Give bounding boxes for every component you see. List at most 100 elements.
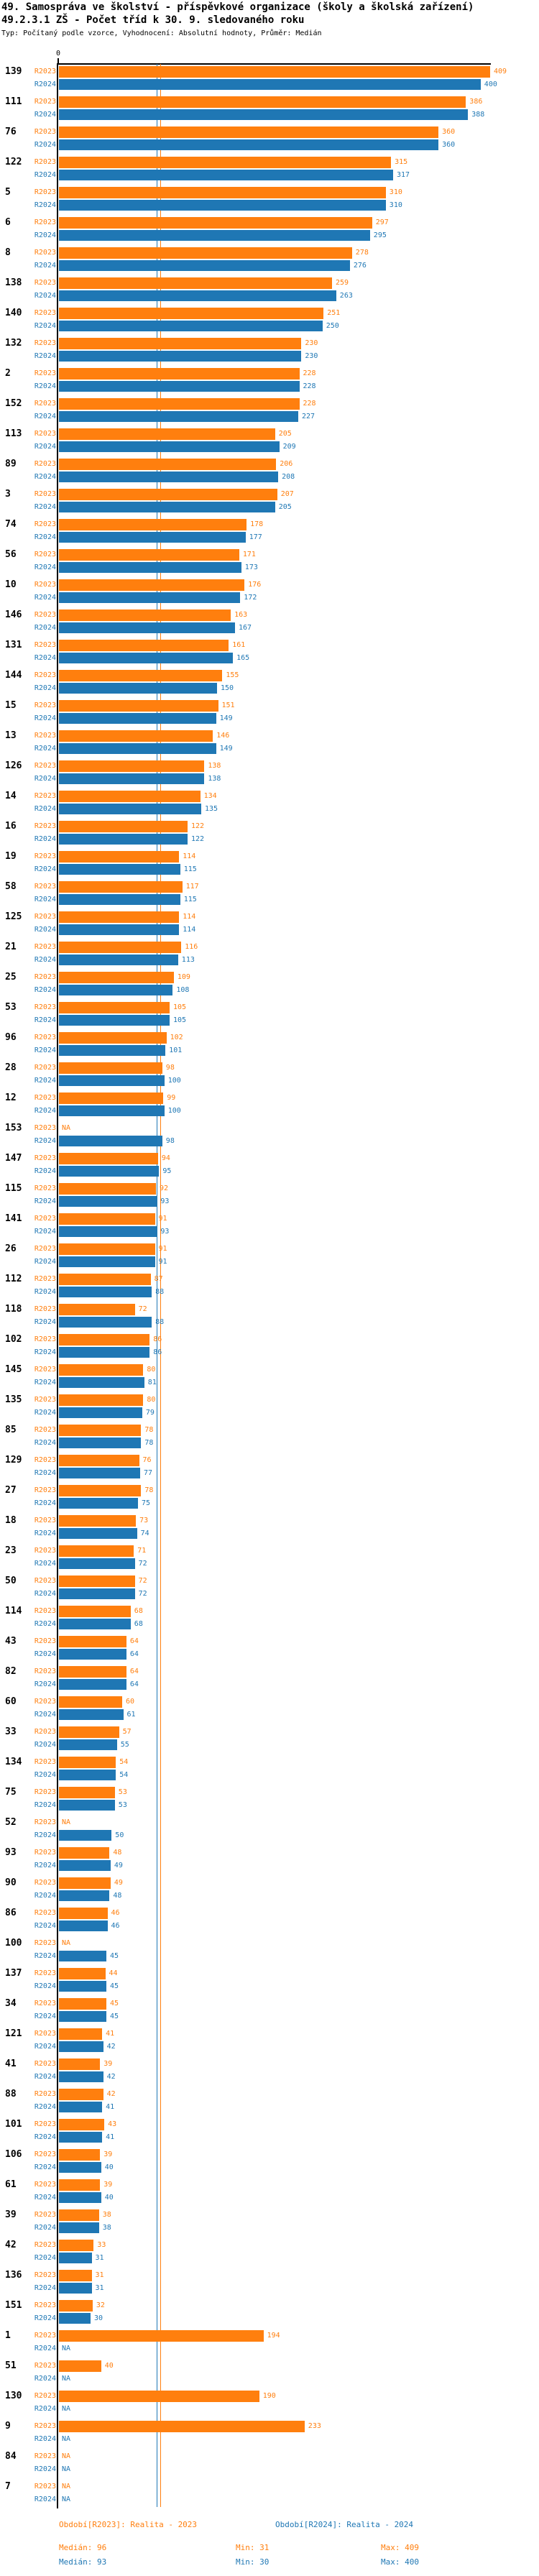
row-id-label: 89 — [5, 459, 17, 470]
bar-r2024 — [59, 984, 173, 996]
y-axis-line — [57, 63, 58, 2508]
series-label-r2024: R2024 — [34, 170, 56, 179]
row-id-label: 86 — [5, 1908, 17, 1919]
value-label-r2023: 228 — [303, 369, 316, 378]
row-id-label: 34 — [5, 1998, 17, 2010]
bar-r2024 — [59, 2101, 103, 2113]
series-label-r2023: R2023 — [34, 2000, 56, 2008]
value-label-r2024: 74 — [140, 1529, 149, 1537]
series-label-r2023: R2023 — [34, 2030, 56, 2038]
bar-r2024 — [59, 1829, 112, 1841]
value-label-r2024: 45 — [110, 1951, 119, 1960]
row-id-label: 18 — [5, 1515, 17, 1527]
bar-r2023 — [59, 911, 180, 923]
series-label-r2024: R2024 — [34, 593, 56, 602]
value-label-r2024: 30 — [94, 2314, 103, 2322]
value-label-r2024: 138 — [208, 774, 221, 783]
value-label-r2023: 114 — [183, 913, 196, 921]
row-id-label: 102 — [5, 1334, 22, 1346]
value-label-r2023: 206 — [280, 460, 293, 469]
series-label-r2023: R2023 — [34, 1788, 56, 1797]
bar-r2023 — [59, 972, 174, 983]
bar-r2023 — [59, 1304, 135, 1315]
series-label-r2023: R2023 — [34, 1728, 56, 1736]
series-label-r2024: R2024 — [34, 1831, 56, 1839]
series-label-r2023: R2023 — [34, 822, 56, 831]
row-id-label: 5 — [5, 187, 11, 198]
row-id-label: 96 — [5, 1032, 17, 1044]
bar-r2024 — [59, 139, 439, 151]
value-label-r2023: 155 — [226, 671, 239, 680]
value-label-r2023: 87 — [154, 1275, 163, 1284]
series-label-r2023: R2023 — [34, 1547, 56, 1555]
series-label-r2024: R2024 — [34, 1046, 56, 1054]
series-label-r2024: R2024 — [34, 1378, 56, 1386]
series-label-r2023: R2023 — [34, 158, 56, 167]
value-label-r2023: 72 — [138, 1305, 147, 1314]
series-label-r2024: R2024 — [34, 1770, 56, 1779]
bar-r2023 — [59, 1062, 162, 1074]
row-id-label: 132 — [5, 338, 22, 349]
row-id-label: 76 — [5, 126, 17, 138]
value-label-r2024: 167 — [239, 623, 252, 632]
value-label-r2024: 38 — [102, 2223, 111, 2232]
row-id-label: 112 — [5, 1274, 22, 1285]
value-label-r2024: 50 — [115, 1831, 124, 1839]
series-label-r2024: R2024 — [34, 623, 56, 632]
value-label-r2023: 259 — [336, 279, 349, 288]
row-id-label: 7 — [5, 2481, 11, 2493]
value-label-r2023: 41 — [106, 2030, 115, 2038]
stat-min-r2023: Min: 31 — [236, 2543, 270, 2552]
bar-r2024 — [59, 1618, 131, 1630]
series-label-r2023: R2023 — [34, 1909, 56, 1918]
bar-r2024 — [59, 199, 386, 211]
bar-r2023 — [59, 187, 386, 198]
bar-r2024 — [59, 1527, 137, 1540]
row-id-label: 52 — [5, 1817, 17, 1828]
series-label-r2024: R2024 — [34, 1891, 56, 1900]
value-label-r2023: 116 — [185, 943, 198, 952]
value-label-r2023: 31 — [95, 2271, 104, 2280]
value-label-r2023: 161 — [232, 641, 246, 650]
bar-r2024 — [59, 712, 216, 724]
series-label-r2023: R2023 — [34, 2120, 56, 2129]
bar-r2023 — [59, 1183, 156, 1195]
bar-r2024 — [59, 1376, 144, 1389]
bar-r2024 — [59, 471, 279, 483]
value-label-r2024: 41 — [106, 2102, 115, 2111]
value-label-r2024: 42 — [106, 2072, 116, 2081]
series-label-r2023: R2023 — [34, 520, 56, 529]
value-label-r2024: 400 — [484, 80, 497, 88]
bar-r2024 — [59, 531, 246, 543]
na-label-r2024: NA — [62, 2404, 71, 2413]
chart-title-line2: 49.2.3.1 ZŠ - Počet tříd k 30. 9. sledov… — [1, 14, 305, 26]
value-label-r2023: 33 — [97, 2241, 106, 2250]
row-id-label: 122 — [5, 157, 22, 168]
series-label-r2023: R2023 — [34, 2211, 56, 2220]
bar-r2023 — [59, 1877, 111, 1889]
value-label-r2023: 176 — [248, 581, 262, 589]
bar-r2024 — [59, 380, 300, 392]
bar-r2023 — [59, 1213, 155, 1225]
value-label-r2024: 42 — [106, 2042, 116, 2051]
series-label-r2024: R2024 — [34, 321, 56, 330]
bar-r2024 — [59, 1165, 160, 1177]
series-label-r2024: R2024 — [34, 2163, 56, 2171]
series-label-r2024: R2024 — [34, 2374, 56, 2383]
bar-r2023 — [59, 1425, 142, 1436]
row-id-label: 13 — [5, 730, 17, 742]
series-label-r2023: R2023 — [34, 2271, 56, 2280]
row-id-label: 61 — [5, 2179, 17, 2191]
series-label-r2024: R2024 — [34, 1076, 56, 1085]
row-id-label: 129 — [5, 1455, 22, 1466]
value-label-r2023: 48 — [113, 1849, 122, 1857]
series-label-r2024: R2024 — [34, 895, 56, 903]
row-id-label: 6 — [5, 217, 11, 229]
series-label-r2024: R2024 — [34, 2042, 56, 2051]
row-id-label: 136 — [5, 2270, 22, 2281]
bar-r2024 — [59, 441, 280, 453]
value-label-r2024: 173 — [244, 563, 258, 571]
value-label-r2023: 39 — [103, 2150, 113, 2159]
row-id-label: 19 — [5, 851, 17, 862]
series-label-r2023: R2023 — [34, 369, 56, 378]
